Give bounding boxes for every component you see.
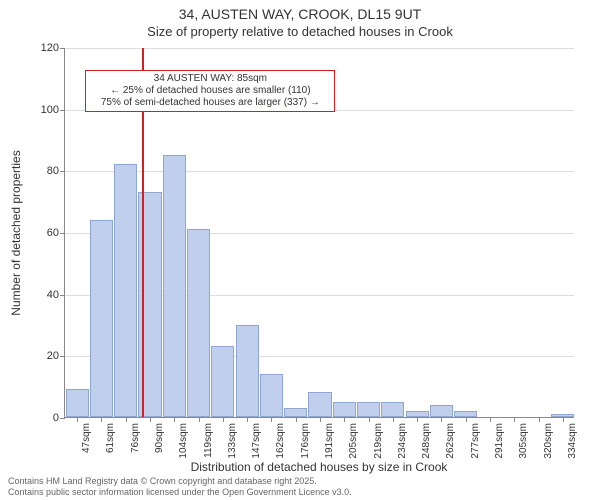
y-tick-mark <box>60 356 65 357</box>
x-tick-label: 90sqm <box>154 423 165 453</box>
x-tick-mark <box>539 417 540 422</box>
y-axis-label: Number of detached properties <box>9 150 23 315</box>
x-tick-label: 291sqm <box>494 423 505 459</box>
y-tick-mark <box>60 233 65 234</box>
histogram-bar <box>90 220 113 417</box>
x-tick-label: 334sqm <box>567 423 578 459</box>
histogram-bar <box>308 392 331 417</box>
histogram-bar <box>333 402 356 417</box>
x-tick-label: 133sqm <box>227 423 238 459</box>
histogram-bar <box>357 402 380 417</box>
x-tick-label: 119sqm <box>203 423 214 458</box>
y-tick-mark <box>60 295 65 296</box>
y-tick-label: 20 <box>47 350 59 362</box>
histogram-bar <box>284 408 307 417</box>
x-tick-mark <box>490 417 491 422</box>
annotation-line: ← 25% of detached houses are smaller (11… <box>90 85 330 97</box>
x-tick-mark <box>296 417 297 422</box>
chart-container: 34, AUSTEN WAY, CROOK, DL15 9UT Size of … <box>0 0 600 500</box>
x-tick-mark <box>271 417 272 422</box>
x-tick-mark <box>320 417 321 422</box>
histogram-bar <box>114 164 137 417</box>
histogram-bar <box>66 389 89 417</box>
x-tick-label: 320sqm <box>543 423 554 459</box>
y-tick-label: 120 <box>41 42 59 54</box>
y-tick-mark <box>60 110 65 111</box>
footer-line: Contains public sector information licen… <box>8 487 352 498</box>
x-tick-mark <box>417 417 418 422</box>
histogram-bar <box>211 346 234 417</box>
y-tick-label: 60 <box>47 227 59 239</box>
x-tick-mark <box>126 417 127 422</box>
histogram-bar <box>187 229 210 417</box>
x-tick-label: 104sqm <box>178 423 189 459</box>
x-tick-mark <box>563 417 564 422</box>
x-tick-mark <box>150 417 151 422</box>
x-tick-mark <box>77 417 78 422</box>
x-tick-label: 234sqm <box>397 423 408 459</box>
x-tick-label: 248sqm <box>421 423 432 459</box>
histogram-bar <box>260 374 283 417</box>
x-tick-mark <box>441 417 442 422</box>
y-tick-label: 0 <box>53 412 59 424</box>
x-tick-label: 47sqm <box>81 423 92 453</box>
x-tick-label: 176sqm <box>300 423 311 459</box>
x-tick-mark <box>247 417 248 422</box>
y-tick-label: 80 <box>47 165 59 177</box>
annotation-box: 34 AUSTEN WAY: 85sqm← 25% of detached ho… <box>85 70 335 112</box>
x-tick-label: 262sqm <box>445 423 456 459</box>
x-axis-label: Distribution of detached houses by size … <box>64 460 574 474</box>
histogram-bar <box>430 405 453 417</box>
x-tick-label: 191sqm <box>324 423 335 459</box>
x-tick-label: 61sqm <box>105 423 116 453</box>
x-tick-mark <box>223 417 224 422</box>
annotation-line: 75% of semi-detached houses are larger (… <box>90 97 330 109</box>
x-tick-mark <box>199 417 200 422</box>
x-tick-label: 219sqm <box>373 423 384 459</box>
x-tick-mark <box>369 417 370 422</box>
y-tick-label: 40 <box>47 289 59 301</box>
x-tick-mark <box>101 417 102 422</box>
chart-title-sub: Size of property relative to detached ho… <box>0 24 600 39</box>
histogram-bar <box>163 155 186 417</box>
x-tick-label: 76sqm <box>130 423 141 453</box>
x-tick-label: 147sqm <box>251 423 262 459</box>
x-tick-label: 305sqm <box>518 423 529 459</box>
x-tick-mark <box>514 417 515 422</box>
x-tick-label: 205sqm <box>348 423 359 459</box>
footer-line: Contains HM Land Registry data © Crown c… <box>8 476 352 487</box>
y-tick-mark <box>60 418 65 419</box>
x-tick-label: 277sqm <box>470 423 481 459</box>
histogram-bar <box>236 325 259 418</box>
y-tick-mark <box>60 171 65 172</box>
y-tick-label: 100 <box>41 104 59 116</box>
annotation-line: 34 AUSTEN WAY: 85sqm <box>90 73 330 85</box>
histogram-bar <box>381 402 404 417</box>
chart-title-main: 34, AUSTEN WAY, CROOK, DL15 9UT <box>0 6 600 22</box>
x-tick-label: 162sqm <box>275 423 286 459</box>
y-tick-mark <box>60 48 65 49</box>
x-tick-mark <box>344 417 345 422</box>
x-tick-mark <box>466 417 467 422</box>
footer-attribution: Contains HM Land Registry data © Crown c… <box>8 476 352 498</box>
x-tick-mark <box>393 417 394 422</box>
x-tick-mark <box>174 417 175 422</box>
plot-area: 02040608010012047sqm61sqm76sqm90sqm104sq… <box>64 48 574 418</box>
